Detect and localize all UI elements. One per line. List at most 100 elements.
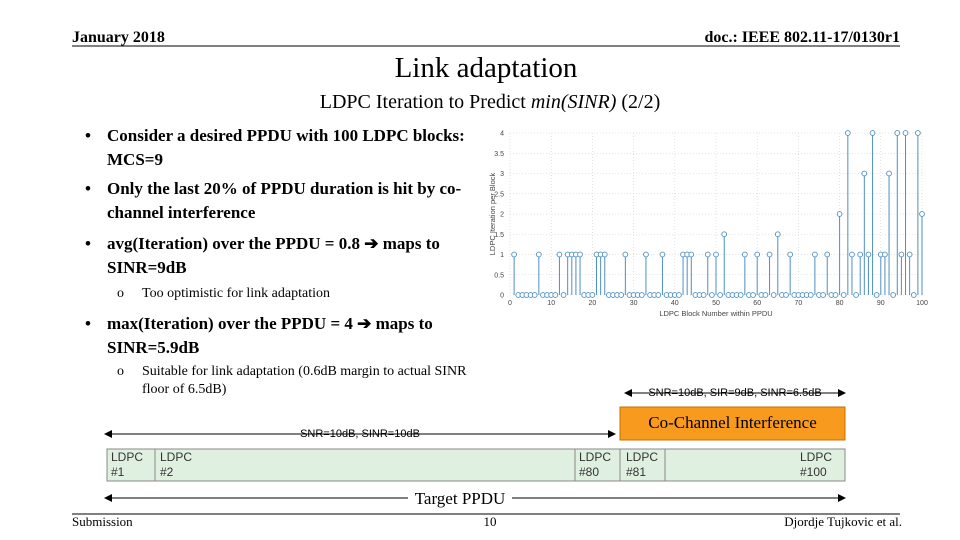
- stem-marker: [910, 292, 917, 298]
- subtitle-italic: min(SINR): [530, 91, 617, 113]
- x-tick-label: 20: [589, 300, 597, 307]
- interference-conditions: SNR=10dB, SIR=9dB, SINR=6.5dB: [648, 387, 822, 399]
- stem-marker: [849, 251, 855, 258]
- y-tick-label: 0.5: [494, 272, 504, 279]
- page-number: 10: [483, 514, 497, 529]
- stem-marker: [886, 170, 892, 177]
- y-tick-label: 1: [500, 252, 504, 259]
- stem-marker: [577, 251, 583, 258]
- slide-title: Link adaptation: [394, 52, 578, 84]
- stem-marker: [511, 251, 517, 258]
- stem-marker: [865, 251, 872, 258]
- stem-marker: [659, 251, 666, 258]
- y-tick-label: 1.5: [494, 232, 504, 239]
- x-tick-label: 40: [671, 300, 679, 307]
- block-label: LDPC #100: [800, 450, 833, 479]
- subtitle-text: LDPC Iteration to Predict: [319, 91, 526, 113]
- ppdu-label: Target PPDU: [414, 489, 506, 508]
- bullet-text: Only the last 20% of PPDU duration is hi…: [107, 179, 462, 222]
- stem-marker: [700, 292, 707, 298]
- stem-marker: [894, 130, 901, 136]
- bullet-text: Consider a desired PPDU with 100 LDPC bl…: [107, 126, 465, 169]
- block-label: LDPC #1: [111, 450, 144, 479]
- x-tick-label: 30: [630, 300, 638, 307]
- x-axis-label: LDPC Block Number within PPDU: [659, 309, 772, 318]
- bullet-text: avg(Iteration) over the PPDU = 0.8 ➔ map…: [107, 234, 440, 277]
- header-date: January 2018: [72, 29, 165, 46]
- block-label: LDPC #81: [626, 450, 659, 479]
- x-tick-label: 60: [753, 300, 761, 307]
- x-tick-label: 10: [547, 300, 555, 307]
- stem-marker: [783, 292, 789, 298]
- stem-marker: [882, 251, 888, 258]
- block-label: LDPC #80: [579, 450, 612, 479]
- x-tick-label: 0: [508, 300, 512, 307]
- ppdu-row: [106, 448, 846, 482]
- x-tick-label: 70: [795, 300, 803, 307]
- stem-marker: [721, 231, 728, 238]
- y-tick-label: 0: [500, 293, 504, 300]
- y-tick-label: 2.5: [494, 191, 504, 198]
- stem-marker: [589, 292, 596, 298]
- block-label: LDPC #2: [160, 450, 193, 479]
- stem-marker: [902, 130, 909, 136]
- interference-box: [619, 406, 846, 441]
- stem-marker: [853, 292, 859, 298]
- stem-marker: [762, 292, 769, 298]
- stem-marker: [906, 251, 913, 258]
- sub-bullet-text: Too optimistic for link adaptation: [142, 286, 330, 301]
- stem-marker: [857, 251, 864, 258]
- stem-marker: [741, 251, 748, 258]
- bullet: • avg(Iteration) over the PPDU = 0.8 ➔ ma…: [85, 232, 485, 280]
- slide-subtitle: LDPC Iteration to Predict min(SINR) (2/2…: [0, 91, 960, 114]
- stem-marker: [552, 292, 559, 298]
- y-tick-label: 2: [500, 212, 504, 219]
- stem-marker: [531, 292, 538, 298]
- stem-marker: [618, 292, 625, 298]
- bullet: • max(Iteration) over the PPDU = 4 ➔ maps…: [85, 312, 485, 360]
- clean-conditions: SNR=10dB, SINR=10dB: [300, 428, 420, 440]
- sub-bullet: o Suitable for link adaptation (0.6dB mar…: [117, 363, 477, 399]
- stem-marker: [807, 292, 814, 298]
- stem-marker: [873, 292, 880, 298]
- stem-marker: [836, 211, 843, 217]
- stem-marker: [774, 231, 781, 238]
- stem-marker: [676, 292, 682, 298]
- stem-marker: [890, 292, 897, 298]
- stem-marker: [717, 292, 723, 298]
- sub-bullet: o Too optimistic for link adaptation: [117, 285, 477, 303]
- x-tick-label: 100: [916, 300, 928, 307]
- x-tick-label: 50: [712, 300, 720, 307]
- x-tick-label: 90: [877, 300, 885, 307]
- stem-marker: [770, 292, 777, 298]
- stem-marker: [704, 251, 711, 258]
- stem-marker: [824, 251, 831, 258]
- footer-left: Submission: [72, 514, 133, 529]
- bullet: • Consider a desired PPDU with 100 LDPC b…: [85, 124, 485, 172]
- y-axis-label: LDPC Iteration per Block: [488, 172, 497, 255]
- stem-marker: [766, 251, 773, 258]
- stem-marker: [840, 292, 847, 298]
- stem-marker: [638, 292, 645, 298]
- stem-marker: [713, 251, 719, 258]
- x-tick-label: 80: [836, 300, 844, 307]
- stem-marker: [869, 130, 876, 136]
- stem-marker: [655, 292, 662, 298]
- header-doc: doc.: IEEE 802.11-17/0130r1: [704, 29, 900, 46]
- y-tick-label: 4: [500, 131, 504, 138]
- y-tick-label: 3.5: [494, 151, 504, 158]
- subtitle-text: (2/2): [621, 91, 661, 113]
- stem-marker: [844, 130, 851, 136]
- stem-marker: [556, 251, 563, 258]
- stem-marker: [919, 211, 925, 217]
- stem-marker: [709, 292, 715, 298]
- stem-marker: [915, 130, 921, 136]
- iteration-plot: 00.511.522.533.540 10 20 30 40 50 60 70 80 90 100L…: [488, 130, 928, 318]
- footer-right: Djordje Tujkovic et al.: [784, 514, 902, 529]
- stem-marker: [622, 251, 629, 258]
- bullet-text: max(Iteration) over the PPDU = 4 ➔ maps …: [107, 314, 433, 357]
- stem-marker: [560, 292, 567, 298]
- stem-marker: [812, 251, 818, 258]
